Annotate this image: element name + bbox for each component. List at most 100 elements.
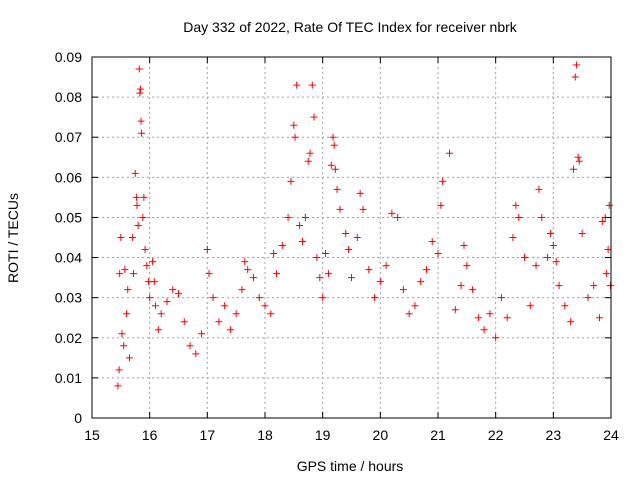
data-point xyxy=(137,117,145,125)
data-point xyxy=(133,201,141,209)
x-axis-title: GPS time / hours xyxy=(297,458,404,474)
data-point xyxy=(205,270,213,278)
data-point xyxy=(154,326,162,334)
y-tick-label: 0.04 xyxy=(55,250,82,266)
x-tick-label: 17 xyxy=(200,427,216,443)
data-point xyxy=(329,133,337,141)
data-point xyxy=(316,274,324,282)
data-point xyxy=(422,266,430,274)
y-tick-label: 0.03 xyxy=(55,290,82,306)
data-point xyxy=(604,246,612,254)
y-tick-label: 0 xyxy=(74,410,82,426)
data-point xyxy=(157,310,165,318)
x-tick-label: 20 xyxy=(373,427,389,443)
data-point xyxy=(151,302,159,310)
data-point xyxy=(296,221,304,229)
data-point xyxy=(492,334,500,342)
x-tick-label: 22 xyxy=(488,427,504,443)
data-point xyxy=(121,266,129,274)
data-point xyxy=(570,165,578,173)
data-point xyxy=(138,129,146,137)
data-point xyxy=(359,205,367,213)
data-point xyxy=(180,318,188,326)
data-point xyxy=(561,302,569,310)
data-point xyxy=(141,246,149,254)
data-point xyxy=(342,229,350,237)
y-tick-label: 0.06 xyxy=(55,169,82,185)
data-point xyxy=(457,282,465,290)
data-point xyxy=(371,294,379,302)
data-point xyxy=(186,342,194,350)
data-point xyxy=(503,314,511,322)
data-point xyxy=(209,294,217,302)
data-point xyxy=(284,213,292,221)
data-point xyxy=(538,213,546,221)
y-axis-title: ROTI / TECUs xyxy=(5,193,21,283)
data-point xyxy=(439,177,447,185)
data-point xyxy=(215,318,223,326)
data-point xyxy=(469,286,477,294)
chart-title: Day 332 of 2022, Rate Of TEC Index for r… xyxy=(183,19,518,35)
x-tick-label: 18 xyxy=(257,427,273,443)
x-tick-label: 23 xyxy=(546,427,562,443)
grid xyxy=(92,57,611,418)
data-point xyxy=(417,278,425,286)
data-point xyxy=(474,314,482,322)
data-point xyxy=(480,326,488,334)
data-point xyxy=(120,342,128,350)
data-point xyxy=(304,157,312,165)
data-point xyxy=(136,89,144,97)
data-point xyxy=(115,366,123,374)
data-point xyxy=(394,213,402,221)
data-point xyxy=(446,149,454,157)
data-point xyxy=(150,278,158,286)
y-tick-label: 0.07 xyxy=(55,129,82,145)
data-point xyxy=(114,382,122,390)
data-point xyxy=(226,326,234,334)
x-tick-labels: 15 16 17 18 19 20 21 22 23 24 xyxy=(84,427,619,443)
data-point xyxy=(437,201,445,209)
data-point xyxy=(131,169,139,177)
data-point xyxy=(451,306,459,314)
data-point xyxy=(584,294,592,302)
data-point xyxy=(606,282,614,290)
data-point xyxy=(460,242,468,250)
data-point xyxy=(135,65,143,73)
data-point xyxy=(411,302,419,310)
data-point xyxy=(163,298,171,306)
data-point xyxy=(552,258,560,266)
data-point xyxy=(308,81,316,89)
data-point xyxy=(382,262,390,270)
data-point xyxy=(118,330,126,338)
data-point xyxy=(526,302,534,310)
data-point xyxy=(574,153,582,161)
data-point xyxy=(290,121,298,129)
y-tick-label: 0.09 xyxy=(55,49,82,65)
data-point xyxy=(434,250,442,258)
data-point xyxy=(322,250,330,258)
data-point xyxy=(261,302,269,310)
data-point xyxy=(241,258,249,266)
data-point xyxy=(572,61,580,69)
y-tick-label: 0.02 xyxy=(55,330,82,346)
data-point xyxy=(291,133,299,141)
data-point xyxy=(192,350,200,358)
y-tick-label: 0.08 xyxy=(55,89,82,105)
data-point xyxy=(270,250,278,258)
data-point xyxy=(310,113,318,121)
data-point xyxy=(124,286,132,294)
data-point xyxy=(549,242,557,250)
data-point xyxy=(555,282,563,290)
data-point xyxy=(567,318,575,326)
data-point xyxy=(590,282,598,290)
data-point xyxy=(255,294,263,302)
data-point xyxy=(278,242,286,250)
data-point xyxy=(575,157,583,165)
data-point xyxy=(221,302,229,310)
data-point xyxy=(123,310,131,318)
data-point xyxy=(605,201,613,209)
data-point xyxy=(497,294,505,302)
data-point xyxy=(324,270,332,278)
data-point xyxy=(232,310,240,318)
